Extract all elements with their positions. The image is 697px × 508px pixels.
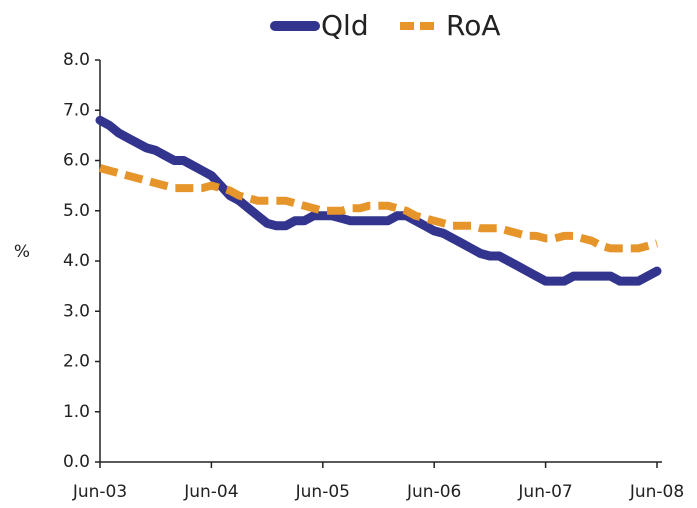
- y-tick-label: 5.0: [63, 201, 90, 221]
- x-tick-label: Jun-04: [183, 482, 238, 502]
- x-tick-label: Jun-05: [295, 482, 350, 502]
- y-tick-label: 6.0: [63, 151, 90, 171]
- x-tick-label: Jun-08: [629, 482, 684, 502]
- y-tick-label: 2.0: [63, 352, 90, 372]
- y-tick-label: 8.0: [63, 50, 90, 70]
- y-tick-label: 4.0: [63, 251, 90, 271]
- x-tick-label: Jun-07: [517, 482, 572, 502]
- y-tick-label: 0.0: [63, 452, 90, 472]
- legend-label: RoA: [446, 9, 500, 42]
- series-line: [98, 164, 659, 253]
- y-axis-label: %: [14, 242, 30, 262]
- y-tick-label: 1.0: [63, 402, 90, 422]
- x-tick-label: Jun-06: [406, 482, 461, 502]
- x-tick-label: Jun-03: [72, 482, 127, 502]
- legend-label: Qld: [321, 9, 369, 42]
- series-line: [95, 115, 662, 286]
- y-tick-label: 7.0: [63, 100, 90, 120]
- y-tick-label: 3.0: [63, 301, 90, 321]
